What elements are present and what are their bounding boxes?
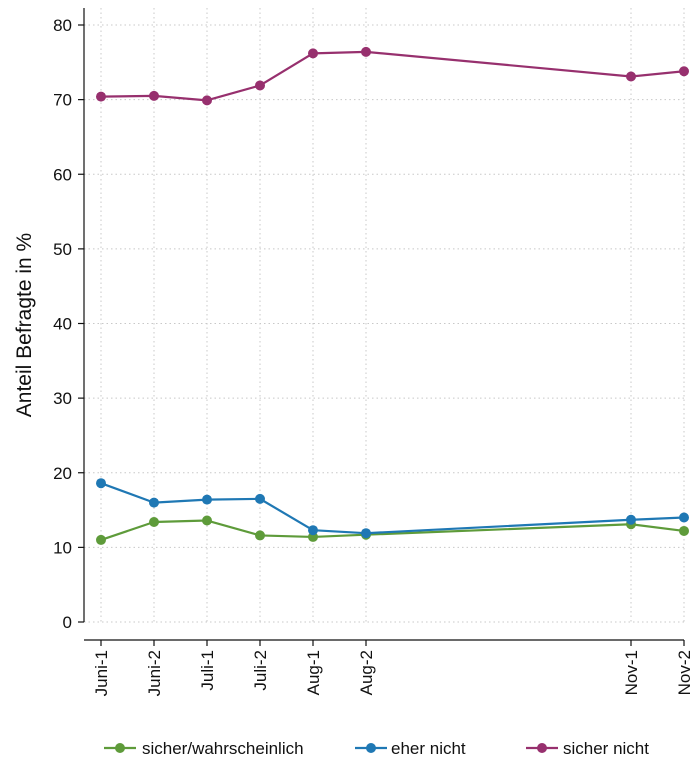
data-point <box>202 95 212 106</box>
x-tick-label: Juli-2 <box>251 650 270 691</box>
legend-item: sicher nicht <box>526 739 649 758</box>
data-point <box>202 515 212 526</box>
y-tick-label: 30 <box>53 389 72 408</box>
data-point <box>679 66 689 77</box>
legend-label: sicher nicht <box>563 739 649 758</box>
data-point <box>255 530 265 541</box>
y-tick-label: 40 <box>53 315 72 334</box>
x-tick-label: Aug-1 <box>304 650 323 695</box>
data-point <box>96 91 106 102</box>
data-point <box>149 90 159 101</box>
series-line <box>100 519 685 541</box>
data-point <box>308 48 318 59</box>
legend-item: eher nicht <box>355 739 466 758</box>
data-point <box>361 528 371 539</box>
series-eher-nicht <box>96 478 689 539</box>
grid-lines <box>84 8 685 623</box>
data-point <box>96 534 106 545</box>
y-tick-label: 20 <box>53 464 72 483</box>
data-point <box>202 494 212 505</box>
legend-swatch-marker <box>115 743 125 753</box>
data-point <box>96 478 106 489</box>
data-point <box>255 80 265 91</box>
data-point <box>361 46 371 57</box>
x-tick-label: Juni-1 <box>92 650 111 696</box>
data-point <box>679 525 689 536</box>
y-tick-label: 60 <box>53 165 72 184</box>
series <box>96 46 689 545</box>
x-tick-label: Aug-2 <box>357 650 376 695</box>
data-point <box>255 493 265 504</box>
y-tick-label: 0 <box>63 613 72 632</box>
y-tick-label: 50 <box>53 240 72 259</box>
legend-swatch-marker <box>537 743 547 753</box>
data-point <box>149 497 159 508</box>
series-line <box>100 50 685 102</box>
legend: sicher/wahrscheinlich eher nicht sicher ni… <box>104 739 649 758</box>
axes <box>83 8 684 641</box>
x-tick-label: Nov-2 <box>675 650 694 695</box>
legend-swatch-marker <box>366 743 376 753</box>
series-sicher-wahrscheinlich <box>96 515 689 545</box>
legend-item: sicher/wahrscheinlich <box>104 739 304 758</box>
y-tick-label: 70 <box>53 91 72 110</box>
y-tick-label: 10 <box>53 538 72 557</box>
y-ticks: 0 10 20 30 40 50 60 70 80 <box>53 16 84 632</box>
data-point <box>149 517 159 528</box>
data-point <box>626 514 636 525</box>
data-point <box>679 512 689 523</box>
series-sicher-nicht <box>96 46 689 106</box>
y-axis-title: Anteil Befragte in % <box>13 233 36 417</box>
series-line <box>100 482 685 535</box>
legend-label: eher nicht <box>391 739 466 758</box>
x-tick-label: Juni-2 <box>145 650 164 696</box>
legend-label: sicher/wahrscheinlich <box>142 739 304 758</box>
y-tick-label: 80 <box>53 16 72 35</box>
x-tick-label: Nov-1 <box>622 650 641 695</box>
data-point <box>626 71 636 82</box>
data-point <box>308 525 318 536</box>
x-tick-label: Juli-1 <box>198 650 217 691</box>
x-ticks: Juni-1 Juni-2 Juli-1 Juli-2 Aug-1 Aug-2 Nov-1 N… <box>92 640 694 696</box>
